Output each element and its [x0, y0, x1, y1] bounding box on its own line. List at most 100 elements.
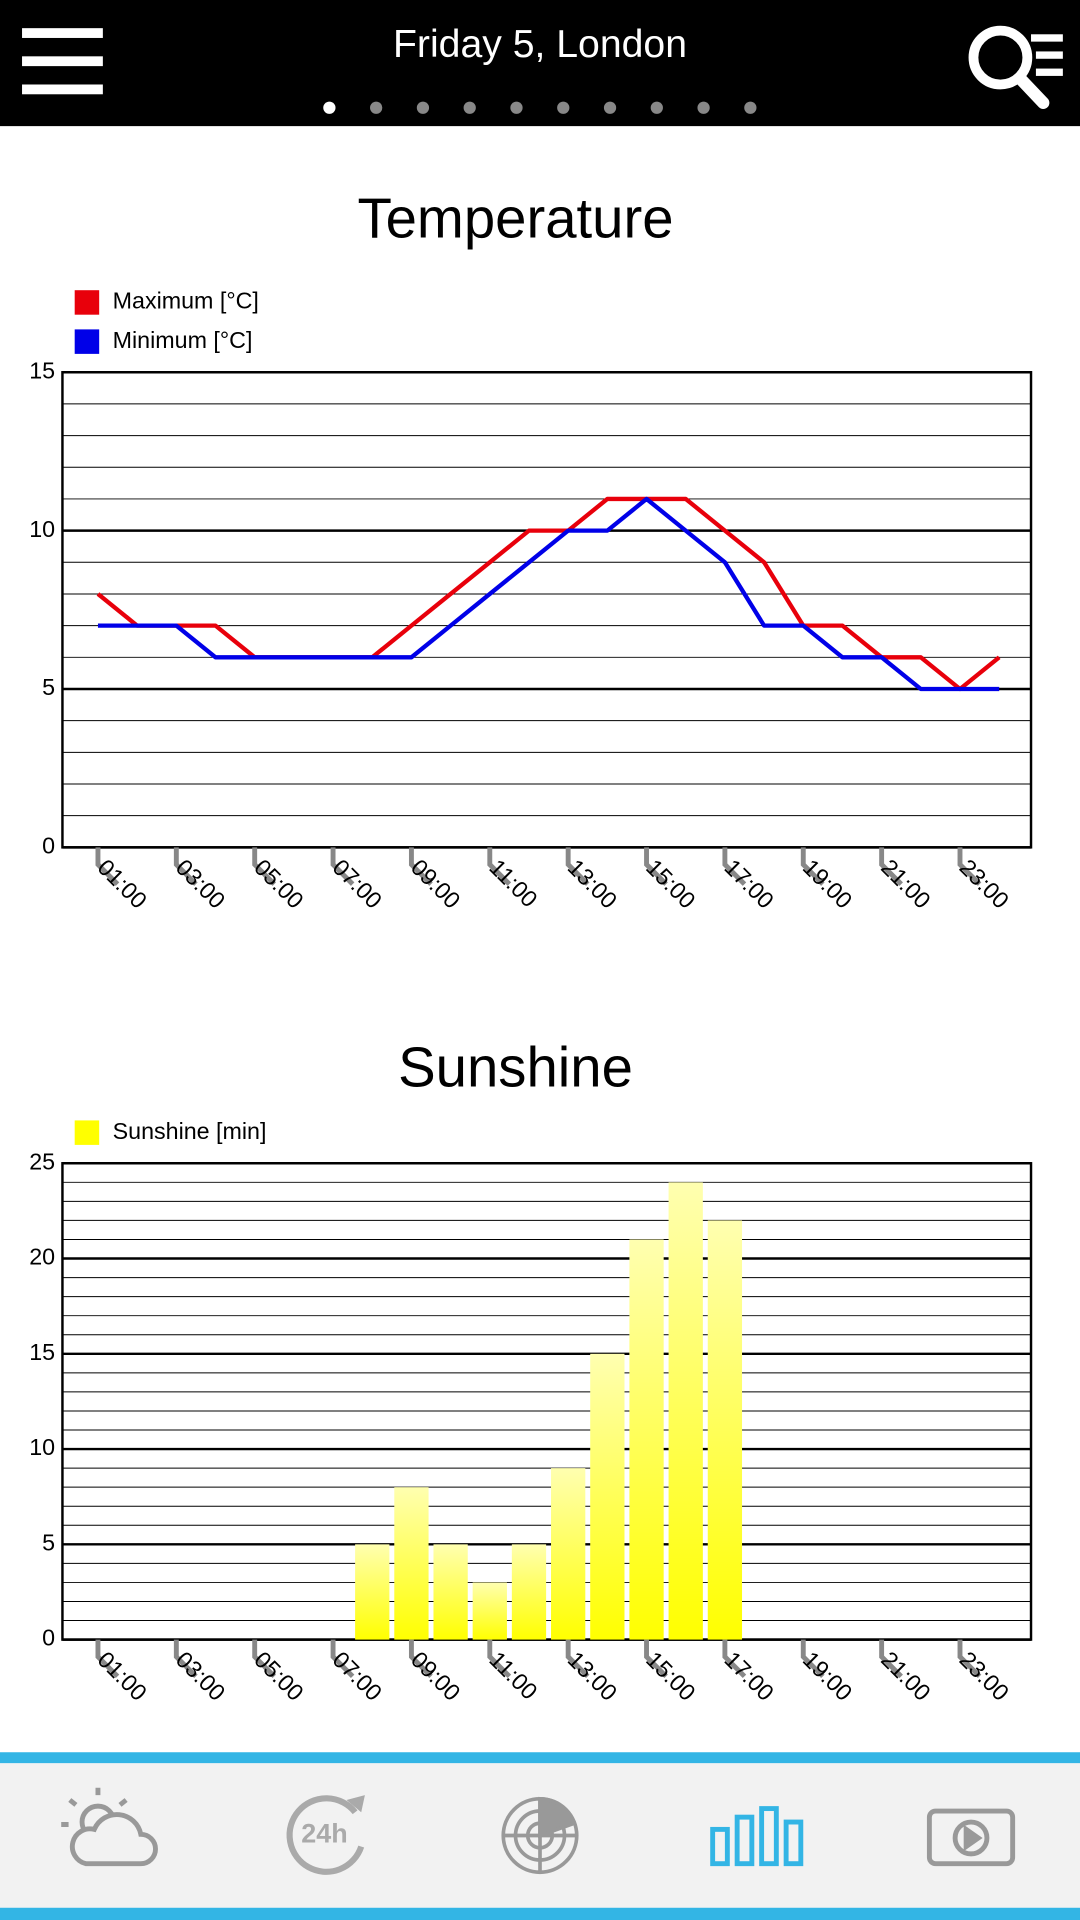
- x-tick: [408, 1639, 433, 1679]
- bar: [355, 1544, 390, 1640]
- x-tick: [879, 847, 903, 886]
- nav-video[interactable]: [926, 1808, 1016, 1867]
- x-tick-label: 07:00: [328, 1646, 388, 1706]
- y-tick-label: 0: [42, 832, 55, 858]
- x-tick: [722, 847, 747, 886]
- x-tick-label: 15:00: [641, 1646, 701, 1706]
- legend-swatch: [74, 329, 100, 354]
- x-tick-label: 19:00: [798, 854, 858, 914]
- chart-title: Sunshine: [398, 1035, 633, 1098]
- search-list: [1031, 34, 1063, 42]
- x-tick: [408, 847, 433, 886]
- page-dot: [603, 101, 617, 114]
- menu-button[interactable]: [22, 28, 103, 95]
- x-tick: [487, 847, 512, 886]
- bar: [394, 1487, 429, 1640]
- page-dot: [463, 101, 476, 114]
- x-tick: [330, 1639, 355, 1679]
- page-dot: [510, 101, 523, 114]
- x-tick: [173, 847, 198, 886]
- x-tick-label: 13:00: [563, 854, 623, 914]
- plot-frame: [61, 1162, 1033, 1641]
- legend-label: Minimum [°C]: [113, 327, 253, 353]
- page-dot: [323, 101, 336, 114]
- x-tick: [957, 1639, 982, 1679]
- x-tick-label: 15:00: [641, 854, 701, 914]
- bar: [551, 1468, 586, 1640]
- search-handle: [1013, 72, 1050, 109]
- menu-line: [22, 84, 103, 95]
- legend-label: Sunshine [min]: [113, 1118, 267, 1144]
- search-list: [1035, 68, 1063, 76]
- x-tick-label: 05:00: [249, 854, 309, 914]
- x-tick-label: 17:00: [719, 1646, 779, 1706]
- y-tick-label: 25: [29, 1148, 55, 1174]
- page-dot: [744, 101, 757, 114]
- x-tick: [95, 1639, 120, 1679]
- x-tick-label: 01:00: [93, 1646, 153, 1706]
- legend-swatch: [74, 290, 100, 315]
- x-tick: [330, 847, 355, 886]
- nav-bottom-border: [0, 1907, 1080, 1920]
- x-tick: [722, 1639, 747, 1679]
- page-dot: [416, 101, 430, 114]
- nav-24h[interactable]: 24h: [286, 1795, 365, 1875]
- x-tick-label: 07:00: [328, 854, 388, 914]
- y-tick-label: 0: [42, 1625, 55, 1651]
- search-list: [1035, 51, 1063, 59]
- x-tick-label: 05:00: [249, 1646, 309, 1706]
- page-dot: [370, 101, 383, 114]
- x-tick: [879, 1639, 903, 1679]
- search-lens: [968, 25, 1033, 90]
- x-tick-label: 21:00: [876, 1646, 936, 1706]
- page-dot: [557, 101, 570, 114]
- bar: [668, 1182, 703, 1640]
- nav-forecast[interactable]: [61, 1787, 158, 1867]
- y-tick-label: 10: [29, 516, 55, 542]
- bar: [590, 1353, 625, 1640]
- x-tick-label: 13:00: [563, 1646, 623, 1706]
- x-tick: [565, 847, 590, 886]
- x-tick-label: 09:00: [406, 1646, 466, 1706]
- header-bar: [0, 0, 1080, 127]
- x-tick: [800, 847, 825, 886]
- x-tick-label: 23:00: [955, 854, 1015, 914]
- chart: Temperature Maximum [°C] Minimum [°C] 0 5 10 1…: [29, 187, 1033, 914]
- x-tick: [173, 1639, 198, 1679]
- y-tick-label: 15: [29, 357, 55, 383]
- x-tick-label: 03:00: [171, 854, 231, 914]
- y-tick-label: 15: [29, 1339, 55, 1365]
- x-tick: [565, 1639, 590, 1679]
- y-tick-label: 5: [42, 674, 55, 700]
- search-button[interactable]: [968, 25, 1063, 109]
- y-tick-label: 5: [42, 1529, 55, 1555]
- header-title: Friday 5, London: [393, 23, 687, 66]
- x-tick-label: 11:00: [484, 854, 542, 912]
- nav-charts[interactable]: [710, 1806, 804, 1867]
- x-tick: [487, 1639, 512, 1679]
- nav-radar[interactable]: [501, 1796, 579, 1875]
- x-tick: [957, 847, 982, 886]
- x-tick: [95, 847, 120, 886]
- x-tick-label: 17:00: [719, 854, 779, 914]
- x-tick: [252, 1639, 277, 1679]
- menu-line: [22, 28, 103, 38]
- nav-top-border: [0, 1752, 1080, 1764]
- x-tick-label: 09:00: [406, 854, 466, 914]
- x-tick: [252, 847, 277, 886]
- bar: [472, 1582, 507, 1640]
- bar: [629, 1239, 664, 1640]
- page-indicator: [323, 101, 757, 114]
- svg-text:24h: 24h: [301, 1819, 347, 1849]
- x-tick-label: 03:00: [171, 1646, 231, 1706]
- x-tick: [644, 1639, 668, 1679]
- legend-label: Maximum [°C]: [113, 288, 259, 314]
- x-tick-label: 11:00: [484, 1646, 542, 1704]
- menu-line: [22, 56, 103, 67]
- x-tick-label: 23:00: [955, 1646, 1015, 1706]
- page-dot: [650, 101, 663, 114]
- x-tick: [800, 1639, 825, 1679]
- y-tick-label: 10: [29, 1434, 55, 1460]
